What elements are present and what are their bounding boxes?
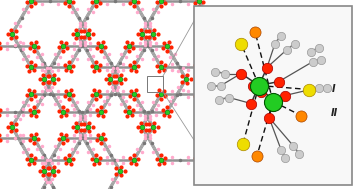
Bar [147,76,163,92]
Text: I: I [332,84,336,94]
Bar [194,6,352,185]
Text: II: II [330,108,337,119]
